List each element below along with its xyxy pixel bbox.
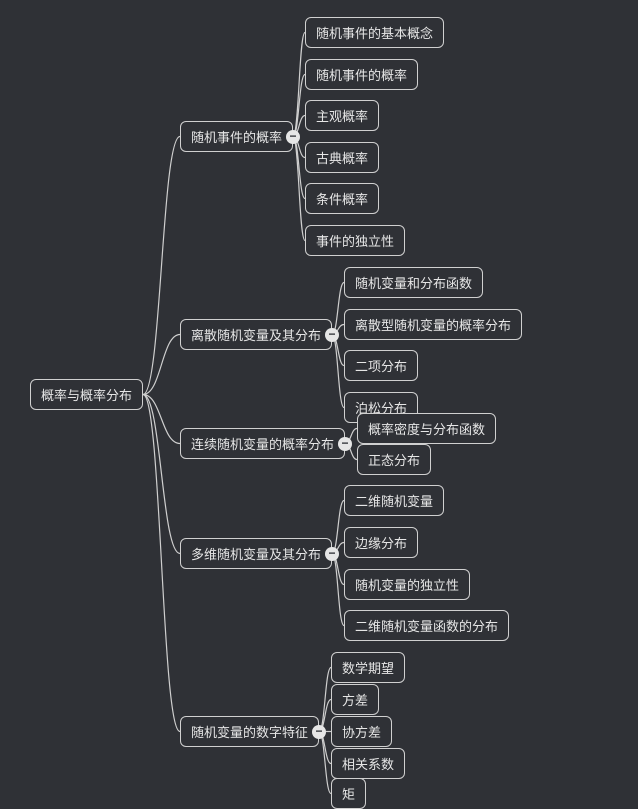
node-label: 二项分布 [355, 359, 407, 374]
mindmap-node-n1c[interactable]: 主观概率 [305, 100, 379, 131]
collapse-toggle-n3[interactable]: − [338, 437, 352, 451]
node-label: 数学期望 [342, 661, 394, 676]
mindmap-node-n1e[interactable]: 条件概率 [305, 183, 379, 214]
mindmap-node-n2c[interactable]: 二项分布 [344, 350, 418, 381]
mindmap-node-n4c[interactable]: 随机变量的独立性 [344, 569, 470, 600]
node-label: 离散型随机变量的概率分布 [355, 318, 511, 333]
mindmap-node-n3a[interactable]: 概率密度与分布函数 [357, 413, 496, 444]
node-label: 随机变量的独立性 [355, 578, 459, 593]
node-label: 多维随机变量及其分布 [191, 547, 321, 562]
mindmap-node-n5[interactable]: 随机变量的数字特征 [180, 716, 319, 747]
node-label: 随机事件的概率 [316, 68, 407, 83]
mindmap-node-n1f[interactable]: 事件的独立性 [305, 225, 405, 256]
mindmap-node-n1d[interactable]: 古典概率 [305, 142, 379, 173]
mindmap-node-n2a[interactable]: 随机变量和分布函数 [344, 267, 483, 298]
mindmap-node-root[interactable]: 概率与概率分布 [30, 379, 143, 410]
node-label: 连续随机变量的概率分布 [191, 437, 334, 452]
collapse-toggle-n2[interactable]: − [325, 328, 339, 342]
mindmap-node-n3b[interactable]: 正态分布 [357, 444, 431, 475]
mindmap-node-n1b[interactable]: 随机事件的概率 [305, 59, 418, 90]
collapse-toggle-n1[interactable]: − [286, 130, 300, 144]
node-label: 古典概率 [316, 151, 368, 166]
mindmap-node-n5d[interactable]: 相关系数 [331, 748, 405, 779]
mindmap-node-n1a[interactable]: 随机事件的基本概念 [305, 17, 444, 48]
mindmap-node-n5b[interactable]: 方差 [331, 684, 379, 715]
mindmap-node-n5a[interactable]: 数学期望 [331, 652, 405, 683]
mindmap-node-n4d[interactable]: 二维随机变量函数的分布 [344, 610, 509, 641]
mindmap-node-n4[interactable]: 多维随机变量及其分布 [180, 538, 332, 569]
node-label: 随机变量的数字特征 [191, 725, 308, 740]
node-label: 方差 [342, 693, 368, 708]
node-label: 离散随机变量及其分布 [191, 328, 321, 343]
node-label: 随机变量和分布函数 [355, 276, 472, 291]
node-label: 主观概率 [316, 109, 368, 124]
mindmap-node-n4a[interactable]: 二维随机变量 [344, 485, 444, 516]
mindmap-node-n4b[interactable]: 边缘分布 [344, 527, 418, 558]
mindmap-node-n3[interactable]: 连续随机变量的概率分布 [180, 428, 345, 459]
collapse-toggle-n5[interactable]: − [312, 725, 326, 739]
node-label: 概率与概率分布 [41, 388, 132, 403]
mindmap-node-n5e[interactable]: 矩 [331, 778, 366, 809]
mindmap-node-n2[interactable]: 离散随机变量及其分布 [180, 319, 332, 350]
node-label: 正态分布 [368, 453, 420, 468]
node-label: 相关系数 [342, 757, 394, 772]
mindmap-node-n2b[interactable]: 离散型随机变量的概率分布 [344, 309, 522, 340]
node-label: 二维随机变量 [355, 494, 433, 509]
node-label: 随机事件的基本概念 [316, 26, 433, 41]
collapse-toggle-n4[interactable]: − [325, 547, 339, 561]
node-label: 条件概率 [316, 192, 368, 207]
node-label: 协方差 [342, 725, 381, 740]
node-label: 事件的独立性 [316, 234, 394, 249]
node-label: 随机事件的概率 [191, 130, 282, 145]
node-label: 矩 [342, 787, 355, 802]
mindmap-node-n5c[interactable]: 协方差 [331, 716, 392, 747]
node-label: 二维随机变量函数的分布 [355, 619, 498, 634]
node-label: 边缘分布 [355, 536, 407, 551]
mindmap-node-n1[interactable]: 随机事件的概率 [180, 121, 293, 152]
node-label: 概率密度与分布函数 [368, 422, 485, 437]
